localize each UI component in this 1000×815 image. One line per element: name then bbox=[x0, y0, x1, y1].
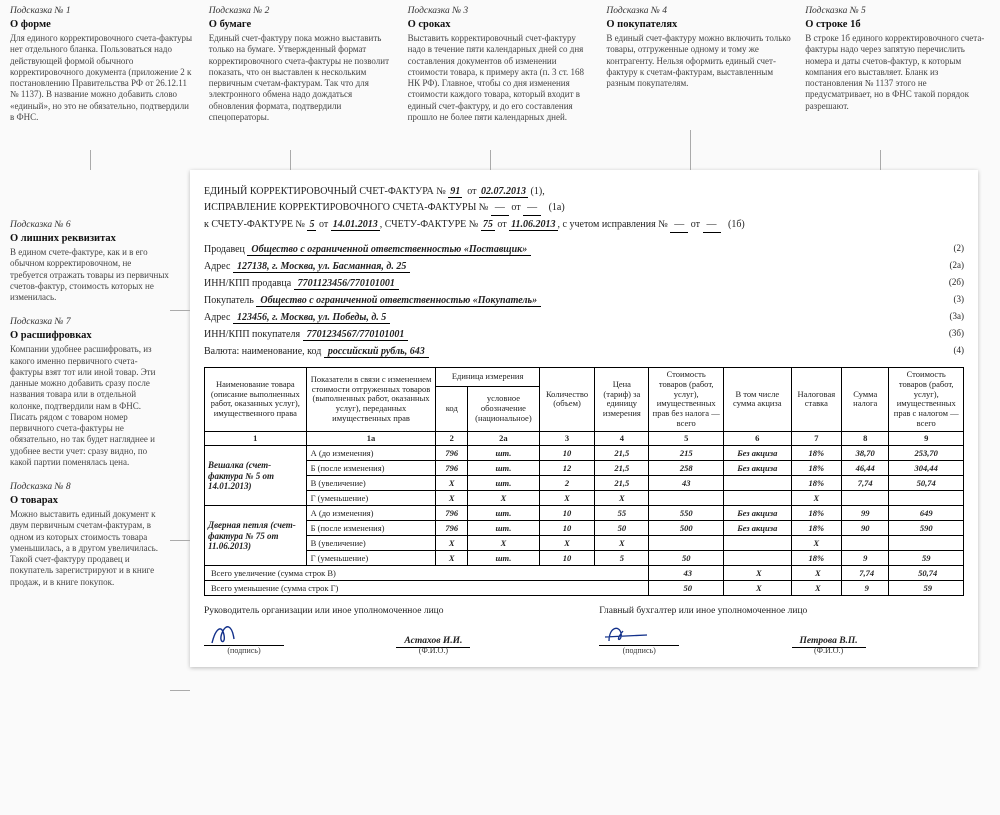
hint-2: Подсказка № 2 О бумаге Единый счет-факту… bbox=[209, 6, 394, 123]
leader-line bbox=[170, 540, 190, 541]
hint-7: Подсказка № 7 О расшифровках Компании уд… bbox=[10, 317, 170, 468]
leader-line bbox=[170, 310, 190, 311]
invoice-table: Наименование товара (описание выполненны… bbox=[204, 367, 964, 596]
doc-number: 91 bbox=[448, 186, 462, 198]
signature-icon bbox=[204, 626, 284, 646]
leader-line bbox=[170, 690, 190, 691]
leader-line bbox=[690, 130, 691, 170]
buyer-name: Общество с ограниченной ответственностью… bbox=[256, 295, 541, 307]
leader-line bbox=[880, 150, 881, 170]
hints-left: Подсказка № 6 О лишних реквизитах В един… bbox=[10, 220, 170, 602]
leader-line bbox=[90, 150, 91, 170]
signatures: Руководитель организации или иное уполно… bbox=[204, 606, 964, 655]
hint-body: Для единого корректировочного счета-факт… bbox=[10, 33, 195, 123]
hint-5: Подсказка № 5 О строке 1б В строке 1б ед… bbox=[805, 6, 990, 123]
hint-label: Подсказка № 1 bbox=[10, 6, 195, 18]
invoice-document: ЕДИНЫЙ КОРРЕКТИРОВОЧНЫЙ СЧЕТ-ФАКТУРА № 9… bbox=[190, 170, 978, 667]
leader-line bbox=[290, 150, 291, 170]
item-name: Дверная петля (счет-фактура № 75 от 11.0… bbox=[205, 506, 307, 566]
doc-header: ЕДИНЫЙ КОРРЕКТИРОВОЧНЫЙ СЧЕТ-ФАКТУРА № 9… bbox=[204, 184, 964, 359]
hint-3: Подсказка № 3 О сроках Выставить коррект… bbox=[408, 6, 593, 123]
hint-6: Подсказка № 6 О лишних реквизитах В един… bbox=[10, 220, 170, 303]
leader-line bbox=[490, 150, 491, 170]
item-name: Вешалка (счет-фактура № 5 от 14.01.2013) bbox=[205, 446, 307, 506]
hint-8: Подсказка № 8 О товарах Можно выставить … bbox=[10, 482, 170, 588]
seller-name: Общество с ограниченной ответственностью… bbox=[247, 244, 531, 256]
hint-1: Подсказка № 1 О форме Для единого коррек… bbox=[10, 6, 195, 123]
signature-icon bbox=[599, 626, 679, 646]
hint-title: О форме bbox=[10, 18, 195, 31]
doc-date: 02.07.2013 bbox=[479, 186, 528, 198]
hints-top: Подсказка № 1 О форме Для единого коррек… bbox=[0, 0, 1000, 123]
hint-4: Подсказка № 4 О покупателях В единый сче… bbox=[606, 6, 791, 123]
